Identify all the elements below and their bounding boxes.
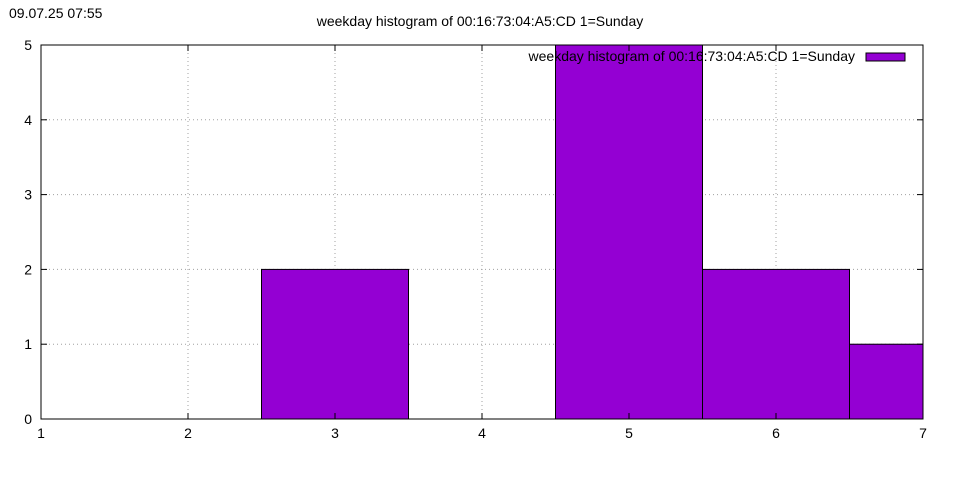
x-tick-label: 1 xyxy=(37,425,45,441)
x-tick-label: 7 xyxy=(919,425,927,441)
chart-title: weekday histogram of 00:16:73:04:A5:CD 1… xyxy=(316,13,643,29)
legend-swatch xyxy=(865,52,906,62)
x-tick-label: 4 xyxy=(478,425,486,441)
legend: weekday histogram of 00:16:73:04:A5:CD 1… xyxy=(528,48,906,64)
legend-label: weekday histogram of 00:16:73:04:A5:CD 1… xyxy=(528,48,855,64)
histogram-bar xyxy=(702,268,850,420)
y-tick-label: 3 xyxy=(24,187,32,203)
x-tick-label: 2 xyxy=(184,425,192,441)
grid-lines xyxy=(41,45,923,419)
y-tick-label: 2 xyxy=(24,261,32,277)
histogram-bar xyxy=(555,44,703,420)
y-tick-label: 1 xyxy=(24,336,32,352)
histogram-bar xyxy=(849,343,924,420)
timestamp: 09.07.25 07:55 xyxy=(9,5,103,21)
bars xyxy=(261,44,924,420)
x-tick-label: 6 xyxy=(772,425,780,441)
y-tick-label: 5 xyxy=(24,37,32,53)
histogram-bar xyxy=(261,268,409,420)
y-tick-label: 4 xyxy=(24,112,32,128)
x-tick-label: 3 xyxy=(331,425,339,441)
x-tick-label: 5 xyxy=(625,425,633,441)
y-tick-label: 0 xyxy=(24,411,32,427)
